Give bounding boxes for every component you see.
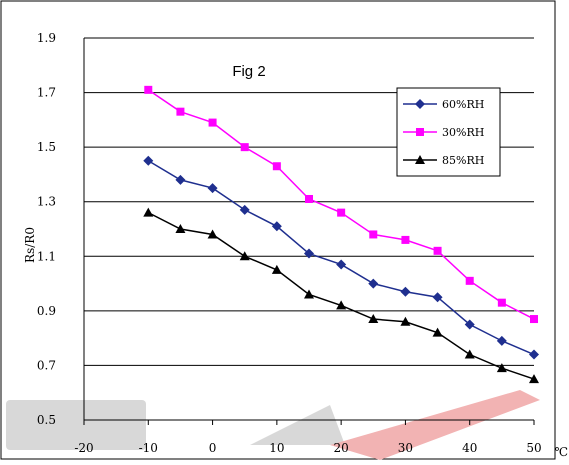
data-point-85rh <box>304 289 314 299</box>
y-tick-label: 0.7 <box>37 358 56 372</box>
data-point-30rh <box>401 235 410 244</box>
y-tick-label: 0.9 <box>37 304 56 318</box>
y-tick-label: 1.7 <box>37 86 56 100</box>
data-point-30rh <box>144 85 153 94</box>
data-point-60rh <box>432 292 443 303</box>
data-point-85rh <box>496 363 507 373</box>
data-point-30rh <box>305 194 313 203</box>
data-point-85rh <box>271 264 282 274</box>
y-tick-label: 1.1 <box>37 249 56 263</box>
legend-marker-85rh <box>415 155 425 164</box>
data-point-30rh <box>530 315 538 324</box>
legend-entries: 60%RH 30%RH 85%RH <box>403 98 484 167</box>
data-point-85rh <box>529 374 539 384</box>
x-tick-label: -20 <box>74 441 93 455</box>
legend-label-30rh: 30%RH <box>442 126 484 139</box>
data-point-30rh <box>465 276 474 285</box>
data-point-30rh <box>433 246 442 255</box>
y-tick-label: 0.5 <box>37 413 56 427</box>
data-point-30rh <box>497 298 506 307</box>
data-point-60rh <box>529 349 539 360</box>
x-unit-label: ℃ <box>555 445 568 459</box>
data-point-85rh <box>239 251 250 261</box>
x-tick-label: 20 <box>334 441 349 455</box>
y-tick-label: 1.5 <box>37 140 56 154</box>
y-tick-label: 1.3 <box>37 195 56 209</box>
data-point-60rh <box>304 248 314 259</box>
data-point-60rh <box>464 319 475 330</box>
y-tick-labels: 0.5 0.7 0.9 1.1 1.3 1.5 1.7 1.9 <box>37 31 56 427</box>
data-point-60rh <box>336 259 347 270</box>
data-point-30rh <box>208 118 217 127</box>
data-point-85rh <box>143 207 154 217</box>
data-point-85rh <box>336 300 347 310</box>
y-tick-label: 1.9 <box>37 31 56 45</box>
data-point-60rh <box>400 286 411 297</box>
data-point-30rh <box>176 107 185 116</box>
data-point-60rh <box>207 183 218 194</box>
x-tick-label: 0 <box>209 441 217 455</box>
data-point-60rh <box>368 278 379 289</box>
data-point-85rh <box>432 327 443 337</box>
y-axis-label: Rs/R0 <box>23 227 37 263</box>
series <box>143 85 539 384</box>
data-point-85rh <box>464 349 475 359</box>
watermark <box>6 390 540 460</box>
x-tick-label: 10 <box>269 441 284 455</box>
data-point-30rh <box>240 143 249 152</box>
data-point-60rh <box>143 155 154 166</box>
data-point-85rh <box>175 224 186 233</box>
data-point-85rh <box>368 314 379 324</box>
data-point-85rh <box>207 229 218 239</box>
legend-label-60rh: 60%RH <box>442 98 484 111</box>
x-tick-label: 50 <box>526 441 541 455</box>
chart-title-box <box>228 60 270 82</box>
legend-marker-60rh <box>415 99 425 109</box>
data-point-60rh <box>271 221 282 232</box>
legend-label-85rh: 85%RH <box>442 154 484 167</box>
axes <box>83 38 535 425</box>
data-point-30rh <box>337 208 346 217</box>
x-tick-label: 30 <box>398 441 413 455</box>
legend: 60%RH 30%RH 85%RH <box>396 87 501 177</box>
data-point-30rh <box>272 162 281 171</box>
data-point-60rh <box>239 204 250 215</box>
x-tick-labels: -20 -10 0 10 20 30 40 50 <box>74 441 541 455</box>
data-point-60rh <box>175 174 186 185</box>
data-point-60rh <box>496 335 507 346</box>
data-point-85rh <box>400 316 411 326</box>
x-tick-label: -10 <box>139 441 158 455</box>
chart-title: Fig 2 <box>232 63 265 80</box>
data-point-30rh <box>369 230 378 239</box>
x-tick-label: 40 <box>462 441 477 455</box>
legend-marker-30rh <box>416 128 424 136</box>
